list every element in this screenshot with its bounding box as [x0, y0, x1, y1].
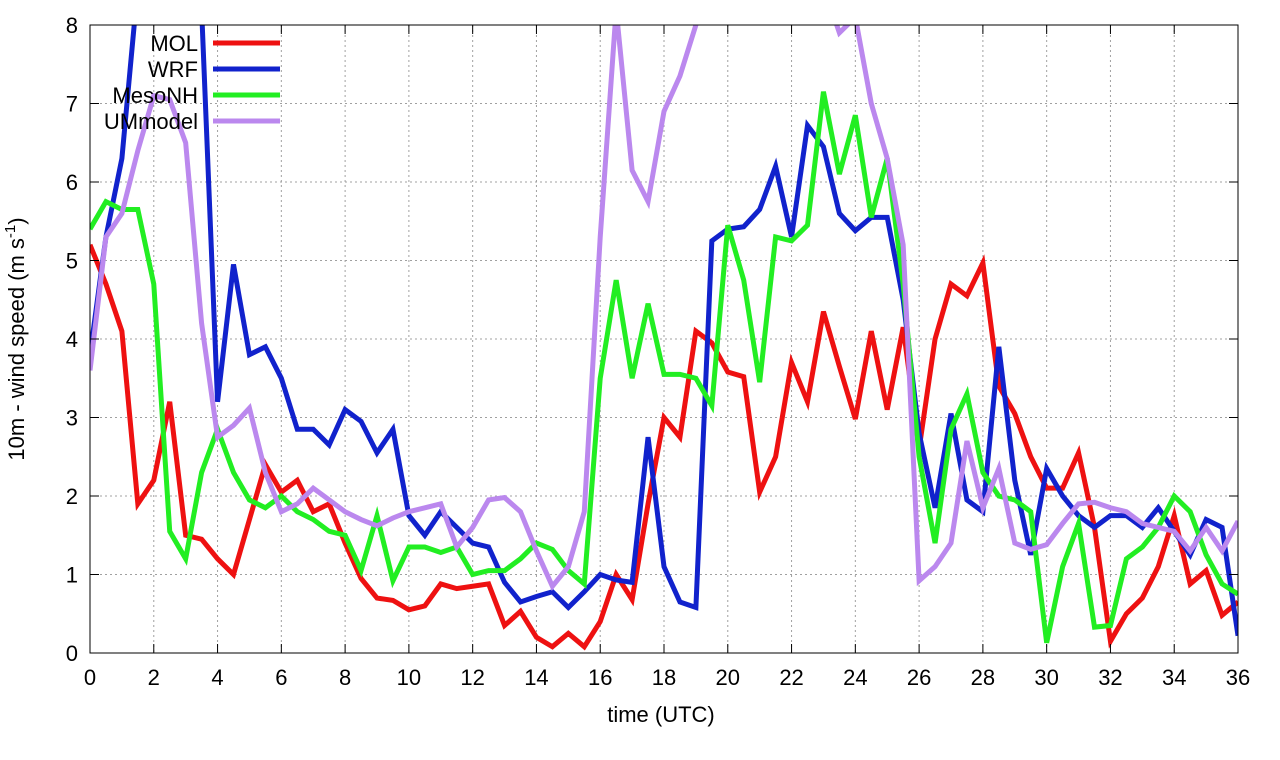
y-tick-label: 0: [66, 641, 78, 666]
y-tick-label: 3: [66, 406, 78, 431]
legend-label: WRF: [148, 57, 198, 82]
x-tick-label: 36: [1226, 665, 1250, 690]
x-tick-label: 4: [211, 665, 223, 690]
x-axis-label: time (UTC): [607, 702, 715, 727]
x-tick-label: 10: [397, 665, 421, 690]
x-tick-label: 2: [148, 665, 160, 690]
y-tick-label: 6: [66, 170, 78, 195]
series-line: [90, 25, 1238, 591]
legend-label: MOL: [150, 31, 198, 56]
y-tick-label: 1: [66, 563, 78, 588]
x-tick-label: 28: [971, 665, 995, 690]
y-tick-label: 2: [66, 484, 78, 509]
series-line: [90, 243, 1238, 651]
y-tick-label: 7: [66, 92, 78, 117]
x-tick-label: 22: [779, 665, 803, 690]
x-tick-label: 0: [84, 665, 96, 690]
x-tick-label: 6: [275, 665, 287, 690]
y-label-text: 10m - wind speed (m s: [4, 238, 29, 461]
x-tick-label: 30: [1034, 665, 1058, 690]
series-line: [90, 25, 1238, 637]
plot-lines: [90, 25, 1238, 651]
x-tick-label: 24: [843, 665, 867, 690]
x-tick-label: 16: [588, 665, 612, 690]
y-label-end: ): [4, 217, 29, 224]
x-tick-label: 26: [907, 665, 931, 690]
y-tick-label: 4: [66, 327, 78, 352]
y-tick-label: 8: [66, 13, 78, 38]
y-axis-label: 10m - wind speed (m s-1): [2, 217, 29, 460]
x-tick-label: 20: [716, 665, 740, 690]
series-line: [90, 91, 1238, 644]
y-label-sup: -1: [2, 225, 19, 238]
x-tick-label: 14: [524, 665, 548, 690]
y-tick-label: 5: [66, 249, 78, 274]
x-tick-label: 18: [652, 665, 676, 690]
x-tick-label: 8: [339, 665, 351, 690]
x-tick-label: 32: [1098, 665, 1122, 690]
x-tick-label: 12: [460, 665, 484, 690]
legend-label: MesoNH: [112, 83, 198, 108]
plot-border: [89, 24, 1239, 654]
x-tick-label: 34: [1162, 665, 1186, 690]
legend-label: UMmodel: [104, 109, 198, 134]
